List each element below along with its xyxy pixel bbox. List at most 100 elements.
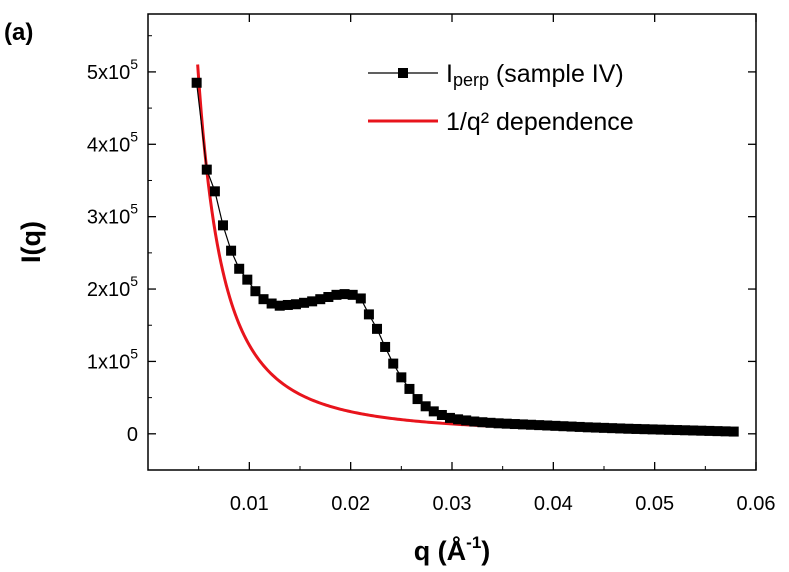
series-iperp-point <box>420 401 431 412</box>
y-tick-label-exp: 5 <box>130 345 138 361</box>
series-iperp-point <box>380 341 391 352</box>
x-tick-label: 0.03 <box>433 493 472 515</box>
x-axis-title: q (Å-1) <box>414 533 491 566</box>
series-iperp-point <box>477 417 488 428</box>
series-iperp-point <box>566 421 577 432</box>
legend-label-iperp-rest: (sample IV) <box>489 60 624 88</box>
y-tick-label-exp: 5 <box>130 273 138 289</box>
series-iperp-point <box>493 418 504 429</box>
y-tick-label-exp: 5 <box>130 201 138 217</box>
series-iperp-point <box>469 416 480 427</box>
y-tick-label: 4x105 <box>87 128 138 156</box>
series-iperp-point <box>728 426 739 437</box>
series-iperp-point <box>444 412 455 423</box>
series-iperp-point <box>615 423 626 434</box>
series-iperp-point <box>501 418 512 429</box>
y-tick-label-base: 1x10 <box>87 351 130 373</box>
series-iperp-point <box>582 422 593 433</box>
series-iperp-point <box>315 294 326 305</box>
series-iperp-point <box>663 424 674 435</box>
legend: Iperp (sample IV) 1/q² dependence <box>368 60 634 136</box>
y-tick-label-exp: 5 <box>130 56 138 72</box>
series-iperp-point <box>307 296 318 307</box>
series-iperp-point <box>331 289 342 300</box>
series-iperp-point <box>372 323 383 334</box>
series-iperp-point <box>550 420 561 431</box>
series-iperp-point <box>453 414 464 425</box>
series-iperp-point <box>299 297 310 308</box>
series-iperp-point <box>631 423 642 434</box>
legend-marker-iperp <box>398 68 408 78</box>
x-axis-title-main: q (Å <box>414 535 466 566</box>
series-iperp-point <box>363 309 374 320</box>
series-iperp-point <box>217 220 228 231</box>
y-axis-title: I(q) <box>16 221 46 263</box>
series-iperp-point <box>688 425 699 436</box>
series-iperp-point <box>623 423 634 434</box>
x-tick-label: 0.06 <box>737 493 776 515</box>
plot-frame <box>147 13 757 471</box>
series-iperp-point <box>347 289 358 300</box>
y-tick-label-base: 3x10 <box>87 207 130 229</box>
y-tick-label: 2x105 <box>87 273 138 301</box>
series-iperp-point <box>436 409 447 420</box>
series-iperp-point <box>590 422 601 433</box>
series-iperp-point <box>599 422 609 433</box>
series-iperp-point <box>412 394 423 405</box>
y-tick-label: 1x105 <box>87 345 138 373</box>
series-iperp-point <box>242 274 253 285</box>
series-iperp-point <box>226 245 237 256</box>
series-iperp-point <box>250 286 261 297</box>
x-tick-label: 0.05 <box>635 493 674 515</box>
series-iperp-point <box>201 164 212 175</box>
series-iperp-point <box>290 299 301 310</box>
series-iperp-point <box>534 420 545 431</box>
series-iperp-point <box>355 293 366 304</box>
x-tick-label: 0.04 <box>534 493 573 515</box>
legend-label-iperp: Iperp (sample IV) <box>446 60 624 90</box>
series-iperp-point <box>647 424 658 435</box>
series-iperp-point <box>526 419 537 430</box>
series-iperp-point <box>323 292 334 303</box>
series-iperp-point <box>558 421 569 432</box>
x-tick-label: 0.02 <box>331 493 370 515</box>
series-iperp-point <box>209 186 220 197</box>
y-tick-label-base: 4x10 <box>87 134 130 156</box>
y-tick-label-base: 0 <box>127 424 138 446</box>
y-tick-label-exp: 5 <box>130 128 138 144</box>
series-iperp-point <box>258 294 269 305</box>
series-iperp-point <box>461 415 472 426</box>
legend-label-iperp-main: I <box>446 60 453 88</box>
series-iperp-point <box>396 372 407 383</box>
y-tick-label-base: 5x10 <box>87 62 130 84</box>
legend-label-inverse-q2: 1/q² dependence <box>446 108 634 136</box>
y-tick-label: 0 <box>127 424 138 446</box>
series-iperp-point <box>191 77 202 88</box>
axes: 0.01 0.02 0.03 0.04 0.05 0.0601x1052x1053x105… <box>87 14 776 515</box>
series-iperp-point <box>696 425 707 436</box>
y-tick-label: 5x105 <box>87 56 138 84</box>
series-iperp-point <box>428 406 439 417</box>
series-iperp-point <box>266 298 277 309</box>
series-iperp-point <box>671 425 682 436</box>
series-iperp-point <box>485 417 496 428</box>
series-iperp-point <box>712 426 723 437</box>
series-iperp-point <box>542 420 553 431</box>
y-tick-label-base: 2x10 <box>87 279 130 301</box>
series-iperp-point <box>388 358 399 369</box>
series-iperp-point <box>607 423 618 434</box>
series-iperp-point <box>234 263 245 274</box>
series-iperp-point <box>574 421 585 432</box>
series-iperp-point <box>639 424 650 435</box>
x-axis-title-close: ) <box>481 536 490 566</box>
series-iperp-point <box>517 419 528 430</box>
series-iperp-point <box>655 424 666 435</box>
y-tick-label: 3x105 <box>87 201 138 229</box>
series-iperp-point <box>704 425 715 436</box>
series-iperp-point <box>274 300 285 311</box>
series-iperp-point <box>404 383 415 394</box>
series-iperp-point <box>509 419 520 430</box>
series-iperp-point <box>680 425 691 436</box>
legend-label-iperp-sub: perp <box>453 70 489 90</box>
